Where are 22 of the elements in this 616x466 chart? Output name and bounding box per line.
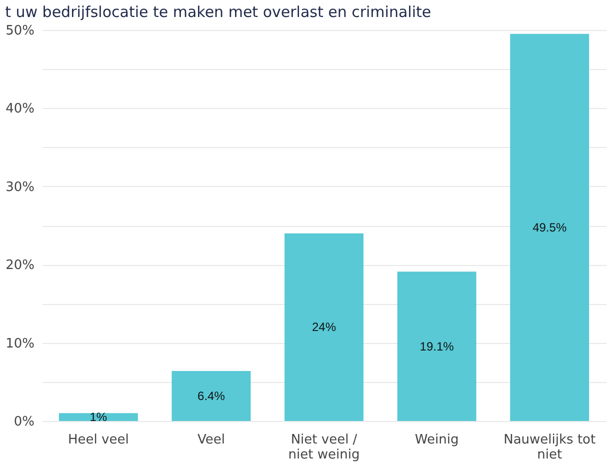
data-label: 19.1% — [420, 339, 454, 354]
bar — [510, 34, 590, 421]
x-tick-label: Niet veel / niet weinig — [288, 432, 360, 462]
x-tick-label: Nauwelijks tot niet — [504, 432, 596, 462]
bar — [58, 413, 138, 421]
y-tick-label: 30% — [6, 180, 34, 195]
data-label: 6.4% — [198, 388, 226, 403]
y-tick-label: 0% — [14, 414, 34, 430]
y-tick-label: 20% — [6, 258, 34, 274]
y-tick-label: 10% — [6, 336, 34, 352]
y-tick-label: 40% — [6, 102, 34, 117]
data-label: 49.5% — [532, 220, 567, 234]
data-label: 24% — [312, 320, 336, 334]
bar — [397, 272, 476, 421]
x-tick-label: Veel — [197, 432, 225, 448]
bar — [284, 233, 364, 421]
y-tick-label: 50% — [6, 24, 34, 38]
x-tick-label: Heel veel — [68, 432, 129, 448]
x-tick-label: Weinig — [414, 432, 459, 448]
data-label: 1% — [90, 410, 108, 424]
chart-title: t uw bedrijfslocatie te maken met overlast en criminalite — [5, 3, 432, 21]
bar — [172, 370, 251, 421]
